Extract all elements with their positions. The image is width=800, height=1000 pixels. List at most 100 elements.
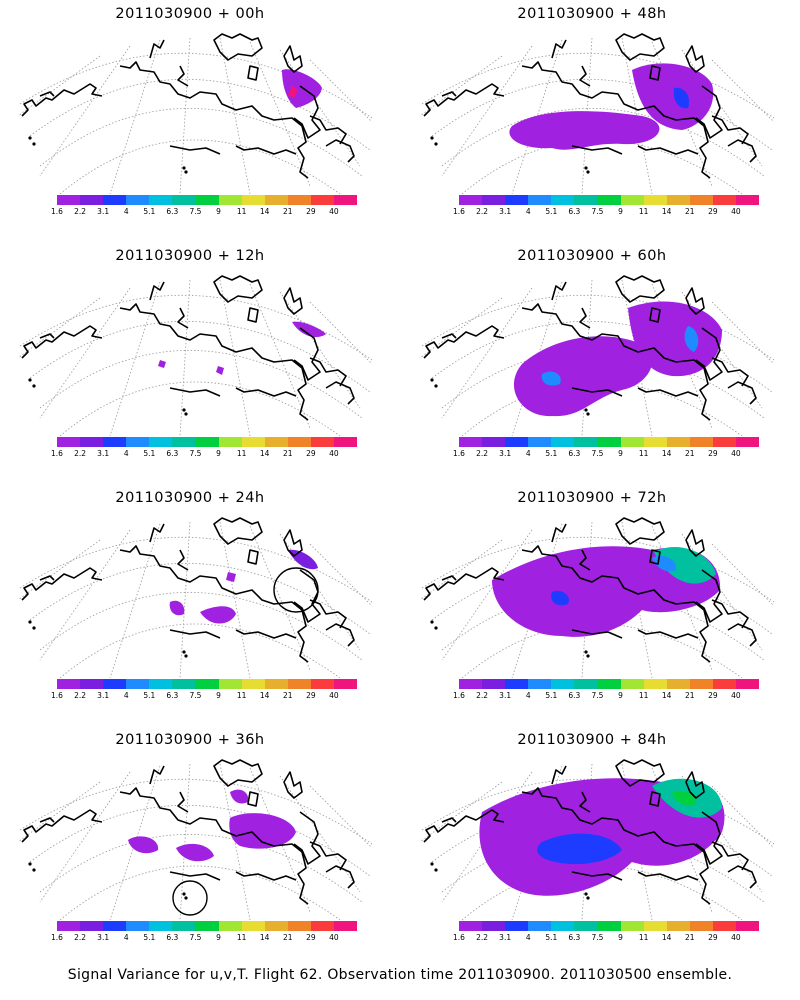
colorbar-swatch bbox=[666, 921, 690, 931]
colorbar-label: 1.6 bbox=[51, 449, 63, 458]
colorbar-swatch bbox=[241, 195, 265, 205]
variance-contour bbox=[541, 371, 561, 386]
coastline bbox=[423, 759, 757, 905]
colorbar: 1.6 2.2 3.1 4 5.1 6.3 7.5 9 11 14 21 29 40 bbox=[51, 921, 361, 961]
colorbar-label: 5.1 bbox=[545, 449, 558, 458]
colorbar-swatch bbox=[735, 195, 760, 205]
map-panel: 2011030900 + 00h 1.6 2.2 3.1 4 5.1 6.3 7.5 9 11 14… bbox=[0, 0, 380, 236]
colorbar-swatches bbox=[459, 195, 760, 205]
colorbar-swatch bbox=[126, 921, 150, 931]
colorbar-label: 3.1 bbox=[499, 933, 512, 942]
colorbar-swatch bbox=[620, 921, 644, 931]
colorbar-label: 5.1 bbox=[545, 207, 558, 216]
variance-contour bbox=[288, 86, 298, 98]
colorbar-labels: 1.6 2.2 3.1 4 5.1 6.3 7.5 9 11 14 21 29 40 bbox=[51, 933, 357, 945]
colorbar-labels: 1.6 2.2 3.1 4 5.1 6.3 7.5 9 11 14 21 29 40 bbox=[51, 449, 357, 461]
colorbar-swatches bbox=[57, 195, 358, 205]
island-marker bbox=[32, 868, 36, 872]
island-marker bbox=[184, 170, 188, 174]
colorbar-swatch bbox=[551, 195, 575, 205]
colorbar-swatch bbox=[195, 195, 219, 205]
colorbar-label: 2.2 bbox=[476, 207, 489, 216]
colorbar-label: 29 bbox=[306, 691, 316, 700]
colorbar: 1.6 2.2 3.1 4 5.1 6.3 7.5 9 11 14 21 29 40 bbox=[453, 437, 763, 477]
observation-circle bbox=[172, 880, 208, 916]
map-plot bbox=[419, 275, 775, 436]
colorbar-label: 5.1 bbox=[143, 449, 156, 458]
colorbar-label: 21 bbox=[282, 691, 293, 700]
colorbar-swatch bbox=[459, 921, 483, 931]
map-plot bbox=[17, 517, 373, 678]
variance-contour bbox=[128, 836, 159, 854]
colorbar-swatch bbox=[310, 195, 334, 205]
island-marker bbox=[430, 862, 434, 866]
variance-contour bbox=[292, 321, 326, 338]
colorbar-label: 3.1 bbox=[499, 691, 512, 700]
island-marker bbox=[584, 166, 588, 170]
island-marker bbox=[184, 654, 188, 658]
colorbar-swatch bbox=[333, 195, 358, 205]
colorbar-swatch bbox=[597, 921, 621, 931]
colorbar-label: 14 bbox=[259, 933, 270, 942]
colorbar-swatch bbox=[620, 679, 644, 689]
island-marker bbox=[32, 626, 36, 630]
colorbar-swatch bbox=[287, 679, 311, 689]
coastline bbox=[21, 275, 355, 421]
colorbar-label: 6.3 bbox=[568, 691, 581, 700]
colorbar-swatch bbox=[712, 195, 736, 205]
variance-contour bbox=[169, 600, 185, 616]
coastline bbox=[21, 33, 355, 179]
colorbar-label: 3.1 bbox=[499, 449, 512, 458]
panel-title: 2011030900 + 84h bbox=[517, 732, 667, 748]
map-panel: 2011030900 + 48h 1.6 2.2 3.1 4 5.1 6.3 7.5 9 11 14… bbox=[402, 0, 782, 236]
colorbar-swatch bbox=[666, 437, 690, 447]
variance-contour bbox=[537, 833, 622, 865]
colorbar-label: 40 bbox=[731, 933, 741, 942]
colorbar-label: 9 bbox=[618, 449, 623, 458]
island-marker bbox=[584, 650, 588, 654]
colorbar-swatch bbox=[735, 679, 760, 689]
colorbar-label: 29 bbox=[708, 933, 718, 942]
colorbar-label: 40 bbox=[731, 691, 741, 700]
map-panel: 2011030900 + 84h 1.6 2.2 3.1 4 5.1 6.3 7.5 9 11 14… bbox=[402, 726, 782, 962]
coastline bbox=[423, 275, 757, 421]
map-panel: 2011030900 + 12h 1.6 2.2 3.1 4 5.1 6.3 7.5 9 11 14… bbox=[0, 242, 380, 478]
coastline bbox=[423, 33, 757, 179]
variance-contour bbox=[216, 366, 224, 375]
colorbar-label: 6.3 bbox=[568, 933, 581, 942]
map-plot bbox=[17, 275, 373, 436]
colorbar-swatch bbox=[643, 437, 667, 447]
colorbar-swatches bbox=[459, 679, 760, 689]
colorbar-label: 1.6 bbox=[51, 933, 63, 942]
colorbar-label: 2.2 bbox=[74, 449, 87, 458]
island-marker bbox=[28, 378, 32, 382]
colorbar-label: 21 bbox=[282, 933, 293, 942]
colorbar-swatch bbox=[149, 437, 173, 447]
island-marker bbox=[184, 412, 188, 416]
colorbar-swatch bbox=[643, 195, 667, 205]
colorbar-swatches bbox=[57, 437, 358, 447]
colorbar-label: 11 bbox=[638, 691, 649, 700]
coastline bbox=[21, 759, 355, 905]
colorbar-label: 5.1 bbox=[545, 933, 558, 942]
colorbar-label: 4 bbox=[525, 691, 531, 700]
colorbar-label: 9 bbox=[216, 691, 221, 700]
colorbar-label: 6.3 bbox=[166, 691, 179, 700]
colorbar-swatches bbox=[57, 679, 358, 689]
colorbar-swatch bbox=[735, 437, 760, 447]
colorbar-label: 11 bbox=[638, 933, 649, 942]
colorbar-swatch bbox=[264, 921, 288, 931]
colorbar-swatch bbox=[218, 195, 242, 205]
colorbar-swatch bbox=[551, 437, 575, 447]
colorbar-label: 29 bbox=[306, 449, 316, 458]
graticule bbox=[17, 37, 373, 194]
panel-title: 2011030900 + 00h bbox=[115, 6, 265, 22]
colorbar-label: 3.1 bbox=[499, 207, 512, 216]
colorbar-swatch bbox=[620, 195, 644, 205]
colorbar-swatch bbox=[689, 921, 713, 931]
colorbar-label: 7.5 bbox=[591, 207, 604, 216]
colorbar-label: 2.2 bbox=[476, 449, 489, 458]
colorbar-swatch bbox=[505, 195, 529, 205]
colorbar-label: 21 bbox=[684, 933, 695, 942]
colorbar-swatches bbox=[459, 921, 760, 931]
